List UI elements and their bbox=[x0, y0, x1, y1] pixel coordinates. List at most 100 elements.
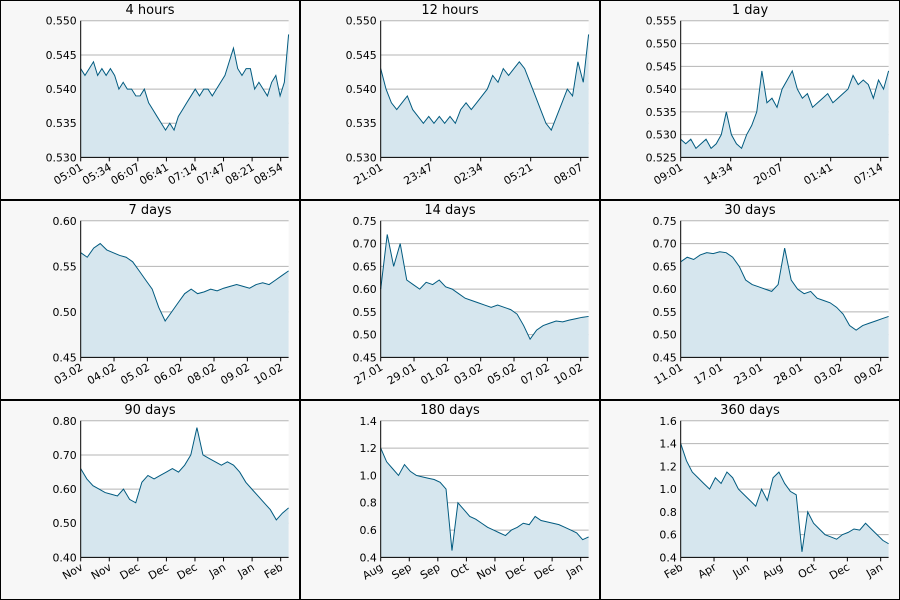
y-tick-label: 1.0 bbox=[359, 469, 376, 482]
y-tick-label: 1.4 bbox=[659, 438, 676, 451]
x-tick-label: 06:07 bbox=[109, 161, 143, 188]
x-tick-label: 07:14 bbox=[852, 161, 886, 188]
x-tick-label: 08.02 bbox=[185, 361, 218, 388]
x-tick-label: 23:47 bbox=[402, 161, 436, 188]
y-tick-label: 0.8 bbox=[659, 506, 676, 519]
x-tick-label: Oct bbox=[448, 561, 471, 582]
y-tick-label: 0.70 bbox=[653, 238, 677, 251]
series-line bbox=[380, 447, 589, 551]
y-tick-label: 0.540 bbox=[46, 83, 77, 96]
x-tick-label: Nov bbox=[475, 560, 500, 582]
x-tick-label: Sep bbox=[389, 561, 413, 583]
y-tick-label: 0.535 bbox=[646, 106, 677, 119]
chart-svg: 0.45 0.50 0.55 0.60 0.65 0.70 0.75 27.01 29.01 01… bbox=[352, 215, 589, 388]
x-tick-label: 07.02 bbox=[518, 361, 551, 388]
series-area bbox=[380, 448, 589, 558]
x-tick-label: Jan bbox=[235, 561, 257, 581]
x-tick-label: 08:54 bbox=[252, 161, 286, 188]
y-tick-label: 0.65 bbox=[353, 260, 377, 273]
y-tick-label: 0.60 bbox=[53, 483, 77, 496]
series-area bbox=[680, 443, 889, 558]
y-tick-label: 0.525 bbox=[646, 151, 677, 164]
y-tick-label: 0.550 bbox=[46, 15, 77, 28]
y-tick-label: 0.535 bbox=[346, 117, 377, 130]
y-tick-label: 0.55 bbox=[353, 306, 377, 319]
y-tick-label: 0.550 bbox=[346, 15, 377, 28]
x-tick-label: 10.02 bbox=[252, 361, 285, 388]
x-tick-label: 10.02 bbox=[552, 361, 585, 388]
y-tick-label: 0.6 bbox=[659, 529, 676, 542]
y-tick-label: 0.70 bbox=[53, 449, 77, 462]
series-line bbox=[680, 248, 889, 331]
x-tick-label: Jan bbox=[863, 561, 885, 581]
x-tick-label: 29.01 bbox=[385, 361, 418, 388]
x-tick-label: 05:21 bbox=[502, 161, 536, 188]
y-tick-label: 0.65 bbox=[653, 260, 677, 273]
x-tick-label: 17.01 bbox=[692, 361, 725, 388]
x-tick-label: Sep bbox=[418, 561, 442, 583]
chart-title: 14 days bbox=[424, 203, 476, 218]
y-tick-label: 0.530 bbox=[646, 129, 677, 142]
x-tick-label: 08:21 bbox=[223, 161, 257, 188]
x-tick-label: 01.02 bbox=[418, 361, 451, 388]
y-tick-label: 0.50 bbox=[53, 306, 77, 319]
y-tick-label: 1.4 bbox=[359, 415, 376, 428]
y-tick-label: 1.6 bbox=[659, 415, 676, 428]
x-tick-label: Oct bbox=[796, 561, 819, 582]
x-tick-label: Jun bbox=[730, 561, 752, 581]
x-tick-label: 11.01 bbox=[652, 361, 685, 388]
x-tick-label: Apr bbox=[696, 560, 719, 581]
series-line bbox=[680, 443, 889, 552]
x-tick-label: Nov bbox=[89, 560, 114, 582]
chart-title: 90 days bbox=[124, 403, 176, 418]
chart-svg: 0.530 0.535 0.540 0.545 0.550 05:0105:3406:07… bbox=[46, 15, 290, 188]
chart-panel: 0.45 0.50 0.55 0.60 0.65 0.70 0.75 11.01 17.01 23… bbox=[600, 200, 900, 400]
x-tick-label: 03.02 bbox=[52, 361, 85, 388]
chart-panel: 0.45 0.50 0.55 0.60 03.02 04.02 05.02 06.02 08.0… bbox=[0, 200, 300, 400]
x-tick-label: Feb bbox=[262, 561, 285, 582]
y-tick-label: 0.540 bbox=[646, 83, 677, 96]
y-tick-label: 0.550 bbox=[646, 38, 677, 51]
y-tick-label: 0.50 bbox=[53, 517, 77, 530]
x-tick-label: 05.02 bbox=[485, 361, 518, 388]
x-tick-label: 07:14 bbox=[166, 161, 200, 188]
y-tick-label: 0.6 bbox=[359, 524, 376, 537]
chart-panel: 0.4 0.6 0.8 1.0 1.2 1.4 Aug Sep Sep Oct Nov Dec Dec J… bbox=[300, 400, 600, 600]
x-tick-label: Dec bbox=[175, 561, 200, 583]
y-tick-label: 0.545 bbox=[46, 49, 77, 62]
y-tick-label: 0.4 bbox=[659, 551, 676, 564]
y-tick-label: 0.75 bbox=[653, 215, 677, 228]
y-tick-label: 0.8 bbox=[359, 497, 376, 510]
y-tick-label: 0.530 bbox=[46, 151, 77, 164]
y-tick-label: 0.545 bbox=[646, 60, 677, 73]
x-tick-label: 23.01 bbox=[732, 361, 765, 388]
series-line bbox=[80, 427, 289, 521]
chart-svg: 0.530 0.535 0.540 0.545 0.550 21:01 23:47 02:34… bbox=[346, 15, 590, 188]
y-tick-label: 0.50 bbox=[653, 329, 677, 342]
x-tick-label: Dec bbox=[827, 561, 852, 583]
chart-title: 180 days bbox=[420, 403, 480, 418]
y-tick-label: 0.55 bbox=[53, 260, 77, 273]
y-tick-label: 0.535 bbox=[46, 117, 77, 130]
x-tick-label: 05:01 bbox=[52, 161, 86, 188]
chart-svg: 0.525 0.530 0.535 0.540 0.545 0.550 0.555 09:01… bbox=[646, 15, 890, 188]
chart-svg: 0.45 0.50 0.55 0.60 03.02 04.02 05.02 06.02 08.0… bbox=[52, 215, 289, 388]
x-tick-label: 07:47 bbox=[194, 161, 228, 188]
x-tick-label: Dec bbox=[532, 561, 557, 583]
series-area bbox=[680, 248, 889, 358]
y-tick-label: 0.45 bbox=[353, 351, 377, 364]
x-tick-label: Dec bbox=[503, 561, 528, 583]
y-tick-label: 0.555 bbox=[646, 15, 677, 28]
x-tick-label: 06.02 bbox=[152, 361, 185, 388]
y-tick-label: 0.70 bbox=[353, 238, 377, 251]
series-area bbox=[80, 427, 289, 558]
series-line bbox=[80, 34, 290, 132]
chart-panel: 0.4 0.6 0.8 1.0 1.2 1.4 1.6 Feb Apr Jun Aug Oct Dec J… bbox=[600, 400, 900, 600]
x-tick-label: Aug bbox=[760, 561, 785, 583]
y-tick-label: 1.2 bbox=[659, 460, 676, 473]
y-tick-label: 0.75 bbox=[353, 215, 377, 228]
